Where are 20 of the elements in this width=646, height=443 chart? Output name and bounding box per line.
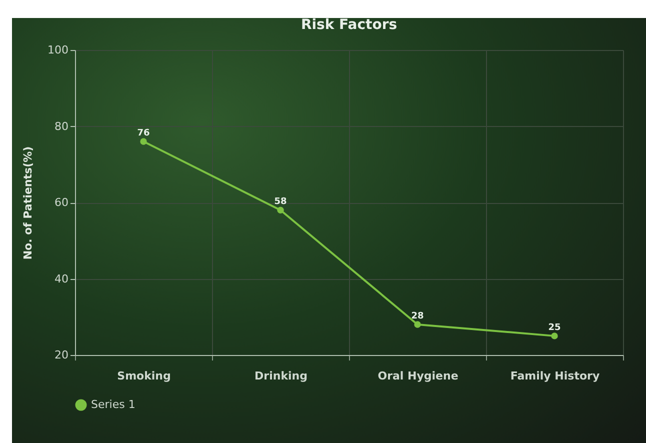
y-tick-label: 60 [54, 196, 68, 209]
x-tick-label: Smoking [117, 370, 171, 382]
y-tick-label: 100 [48, 44, 68, 56]
data-label: 28 [411, 312, 424, 322]
legend-label: Series 1 [91, 398, 136, 411]
chart-title: Risk Factors [300, 17, 398, 33]
point [414, 321, 421, 328]
data-label: 25 [548, 322, 561, 333]
x-tick-label: Drinking [254, 370, 308, 382]
point [277, 206, 284, 214]
x-tick-label: Family History [510, 370, 600, 382]
y-tick-label: 80 [54, 120, 68, 133]
data-label: 58 [274, 197, 287, 208]
y-tick-label: 40 [54, 272, 68, 286]
point [551, 332, 558, 340]
data-label: 76 [137, 128, 150, 138]
y-tick-label: 20 [54, 348, 68, 362]
y-axis-title: No. of Patients(%) [22, 146, 35, 260]
point [140, 138, 147, 145]
x-tick-label: Oral Hygiene [378, 370, 458, 382]
